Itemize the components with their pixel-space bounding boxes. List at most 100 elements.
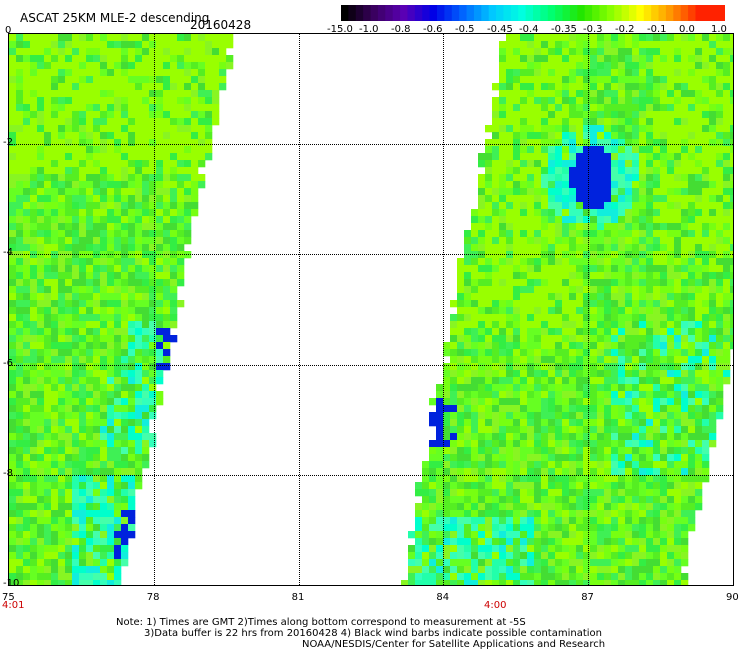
swath-cell [156,167,163,174]
swath-cell [114,300,121,307]
swath-cell [9,552,16,559]
swath-cell [107,398,114,405]
swath-cell [590,447,597,454]
swath-cell [107,181,114,188]
swath-cell [184,181,191,188]
swath-cell [149,300,156,307]
swath-cell [597,188,604,195]
swath-cell [65,174,72,181]
swath-cell [646,405,653,412]
swath-cell [541,538,548,545]
swath-cell [30,370,37,377]
swath-cell [513,237,520,244]
swath-cell [464,314,471,321]
swath-cell [471,580,478,585]
swath-cell [639,419,646,426]
swath-cell [534,398,541,405]
swath-cell [639,405,646,412]
swath-cell [163,349,170,356]
swath-cell [170,139,177,146]
swath-cell [667,195,674,202]
swath-cell [520,202,527,209]
swath-cell [604,356,611,363]
swath-cell [128,237,135,244]
swath-cell [513,118,520,125]
swath-cell [639,307,646,314]
swath-cell [450,440,457,447]
swath-cell [520,132,527,139]
swath-cell [674,293,681,300]
colorbar-swatch [518,5,526,21]
swath-cell [100,510,107,517]
swath-cell [667,62,674,69]
swath-cell [653,286,660,293]
swath-cell [702,97,709,104]
swath-cell [590,300,597,307]
swath-cell [65,433,72,440]
swath-cell [65,440,72,447]
swath-cell [709,209,716,216]
swath-cell [625,321,632,328]
swath-cell [730,118,733,125]
swath-cell [107,545,114,552]
swath-cell [23,202,30,209]
swath-cell [534,559,541,566]
swath-cell [569,328,576,335]
swath-cell [492,181,499,188]
swath-cell [30,524,37,531]
swath-cell [534,244,541,251]
swath-cell [513,139,520,146]
swath-cell [135,34,142,41]
swath-cell [471,531,478,538]
swath-cell [653,55,660,62]
swath-cell [170,335,177,342]
swath-cell [667,153,674,160]
swath-cell [618,384,625,391]
swath-cell [625,538,632,545]
swath-cell [16,209,23,216]
swath-cell [520,552,527,559]
swath-cell [51,41,58,48]
swath-cell [513,83,520,90]
swath-cell [51,216,58,223]
colorbar-swatch [378,5,386,21]
swath-cell [576,524,583,531]
swath-cell [506,300,513,307]
swath-cell [520,293,527,300]
swath-cell [688,181,695,188]
swath-cell [583,412,590,419]
swath-cell [23,181,30,188]
swath-cell [576,258,583,265]
swath-cell [205,48,212,55]
swath-cell [51,314,58,321]
swath-cell [86,286,93,293]
swath-cell [471,237,478,244]
swath-cell [128,398,135,405]
swath-cell [653,272,660,279]
swath-cell [695,405,702,412]
swath-cell [58,181,65,188]
swath-cell [44,244,51,251]
swath-cell [471,349,478,356]
swath-cell [632,132,639,139]
swath-cell [100,419,107,426]
swath-cell [569,132,576,139]
swath-cell [128,419,135,426]
swath-cell [625,153,632,160]
colorbar-swatch [659,5,667,21]
swath-cell [576,293,583,300]
swath-cell [527,398,534,405]
swath-cell [492,419,499,426]
swath-cell [604,118,611,125]
swath-cell [646,552,653,559]
swath-cell [562,552,569,559]
swath-cell [149,342,156,349]
swath-cell [716,69,723,76]
swath-cell [639,538,646,545]
swath-cell [660,391,667,398]
swath-cell [44,160,51,167]
swath-cell [520,265,527,272]
swath-cell [30,496,37,503]
swath-cell [79,293,86,300]
swath-cell [513,531,520,538]
